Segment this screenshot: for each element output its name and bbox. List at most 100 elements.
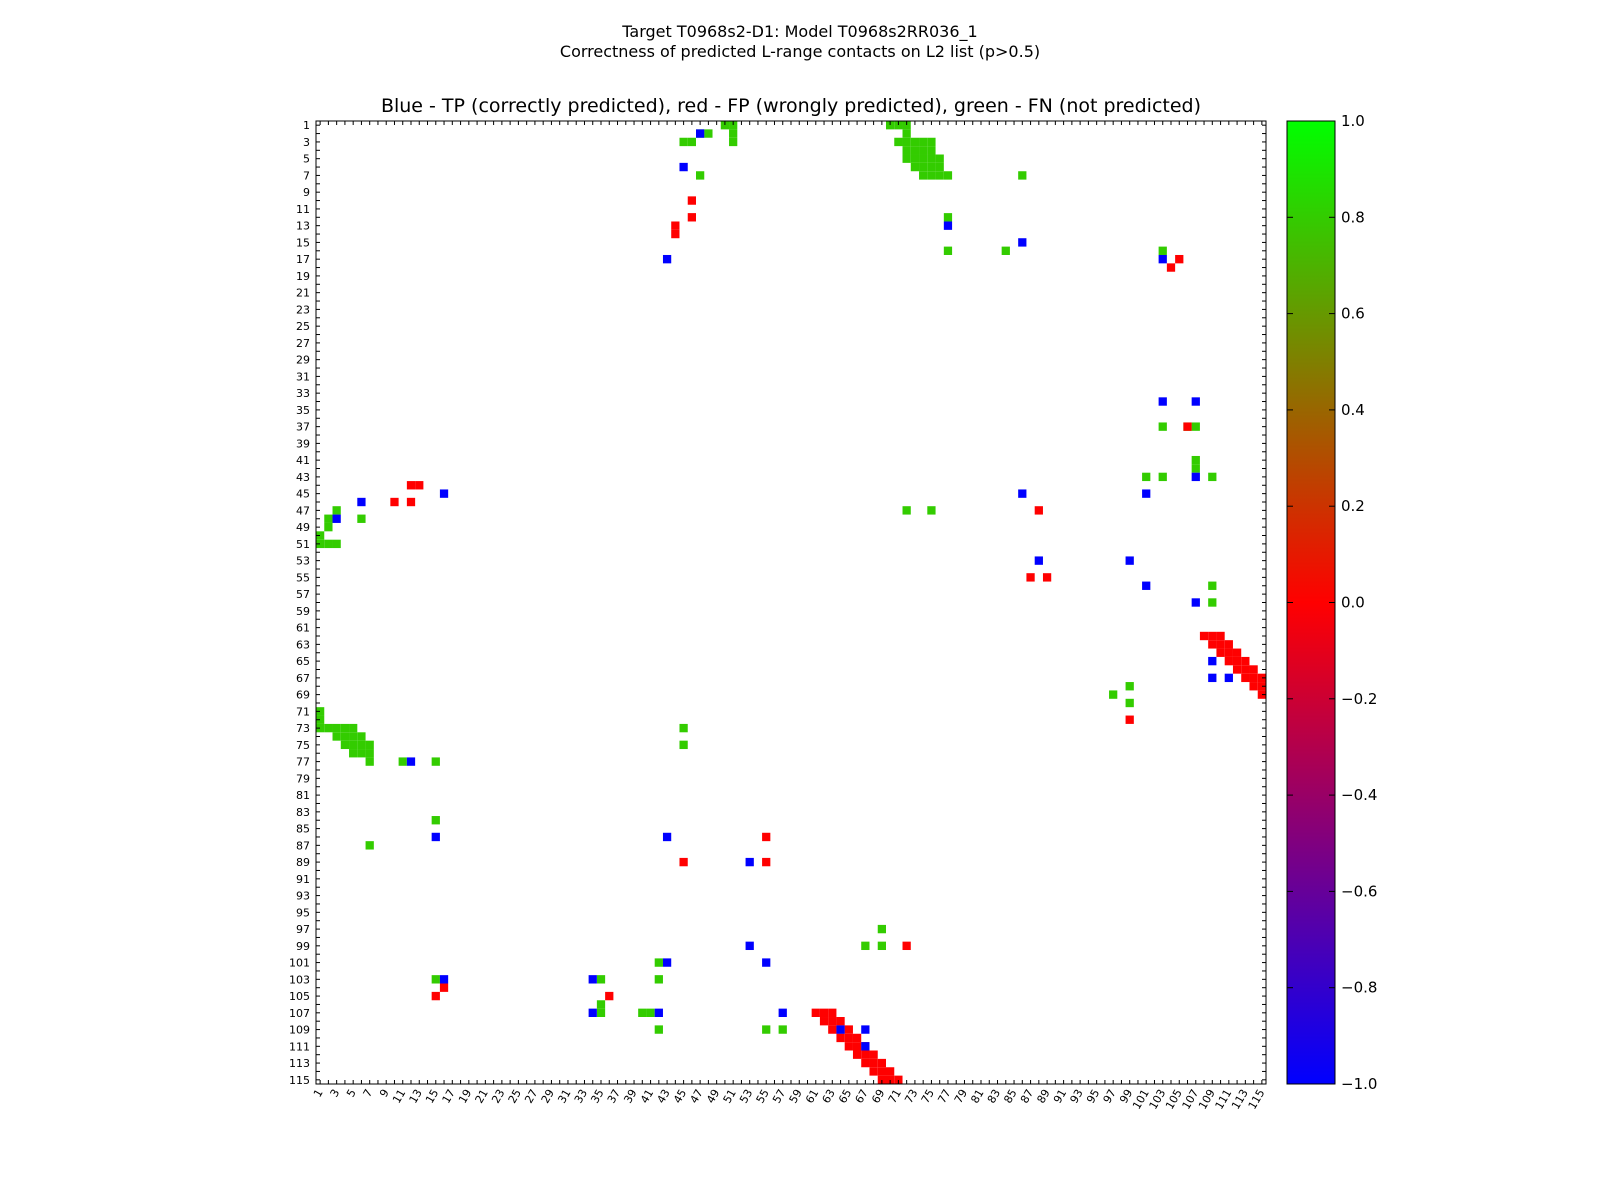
y-tick-label: 91 [296,873,310,886]
x-tick-label: 55 [754,1087,772,1106]
contact-cell-fp [1026,573,1035,582]
contact-cell-fn [778,1025,787,1034]
contact-cell-tp [1018,489,1027,498]
contact-cell-tp [588,975,597,984]
x-tick-label: 77 [935,1087,953,1106]
x-tick-label: 111 [1213,1087,1235,1112]
y-tick-label: 87 [296,839,310,852]
contact-cell-fn [332,732,341,741]
contact-cell-fn [596,975,606,984]
x-tick-label: 73 [902,1087,920,1106]
contact-cell-fp [1257,673,1266,683]
contact-cell-fn [365,841,374,850]
contact-cell-fn [919,162,928,172]
x-tick-label: 57 [770,1087,788,1106]
contact-cell-tp [745,857,754,867]
contact-cell-tp [332,514,341,523]
contact-cell-fp [762,832,771,842]
chart-title-line-2: Correctness of predicted L-range contact… [559,42,1041,61]
x-tick-label: 43 [654,1087,672,1106]
contact-cell-fn [919,146,928,155]
contact-cell-fp [1232,648,1242,657]
contact-cell-tp [778,1008,787,1017]
y-tick-label: 109 [289,1024,310,1037]
x-tick-label: 33 [572,1087,590,1106]
contact-cell-fn [886,121,895,130]
contact-cell-fn [943,171,953,180]
contact-cell-tp [1224,673,1233,683]
x-tick-label: 47 [687,1087,705,1106]
y-tick-label: 49 [296,521,310,534]
contact-cell-fp [852,1050,862,1059]
colorbar-tick-label: −0.4 [1341,786,1377,804]
x-tick-label: 51 [721,1087,739,1106]
contact-cell-fn [919,137,928,147]
colorbar-tick-label: 0.6 [1341,305,1365,323]
x-tick-label: 115 [1246,1087,1268,1112]
contact-cell-fn [431,757,440,766]
contact-cell-fp [1175,254,1184,264]
contact-cell-fn [1208,598,1217,607]
colorbar-ticks: 1.0 0.8 0.6 0.4 0.2 0.0 −0.2 −0.4 −0.6 −0.8 −1.0 [1287,112,1377,1093]
contact-cell-fp [1224,648,1233,657]
x-tick-label: 71 [886,1087,904,1106]
y-tick-label: 79 [296,772,310,785]
contact-cell-fn [902,506,911,515]
contact-cell-fp [828,1008,837,1017]
y-tick-label: 89 [296,856,310,869]
colorbar-tick-label: 0.2 [1341,497,1365,515]
contact-cell-tp [406,757,416,766]
x-tick-label: 81 [968,1087,986,1106]
contact-cell-fp [852,1033,862,1043]
contact-cell-tp [943,221,953,230]
x-tick-label: 79 [952,1087,970,1106]
plot-frame [315,120,1267,1085]
x-tick-label: 45 [671,1087,689,1106]
contact-cell-fn [654,1025,663,1034]
contact-cell-fp [1216,631,1225,641]
x-tick-label: 3 [328,1087,343,1100]
y-tick-label: 3 [303,136,310,149]
contact-cell-fn [919,171,928,180]
y-tick-label: 11 [296,203,310,216]
x-tick-label: 89 [1034,1087,1052,1106]
contact-cell-fp [605,991,614,1001]
contact-cell-fn [431,975,440,984]
colorbar-tick-label: 0.8 [1341,208,1365,226]
contact-cell-fp [828,1025,837,1034]
contact-cell-fn [902,154,911,163]
contact-cell-fp [439,983,449,992]
x-tick-label: 91 [1051,1087,1069,1106]
contact-cell-fp [679,857,688,867]
contact-cell-fp [844,1042,853,1051]
contact-cell-fn [910,154,920,163]
contact-cell-fp [406,481,416,490]
y-tick-label: 43 [296,471,310,484]
y-tick-label: 37 [296,421,310,434]
contact-cell-tp [654,1008,663,1017]
contact-cell-fn [902,121,911,130]
contact-cell-fn [927,146,936,155]
x-tick-label: 27 [522,1087,540,1106]
y-tick-label: 77 [296,756,310,769]
contact-cell-fn [1191,455,1200,465]
contact-cell-tp [1158,254,1167,264]
contact-cell-fp [1042,573,1052,582]
contact-cell-fn [927,154,936,163]
x-tick-label: 21 [473,1087,491,1106]
x-tick-label: 29 [539,1087,557,1106]
contact-cell-fp [877,1075,886,1084]
x-tick-label: 41 [638,1087,656,1106]
colorbar-tick-label: −0.2 [1341,690,1377,708]
contact-cell-fn [431,816,440,825]
colorbar-tick-label: 0.4 [1341,401,1365,419]
contact-cell-fn [861,941,870,951]
contact-cell-fp [828,1017,837,1026]
y-tick-label: 101 [289,957,310,970]
y-tick-label: 15 [296,236,310,249]
contact-cell-fp [861,1058,870,1068]
contact-cell-fp [762,857,771,867]
contact-cell-fp [1241,665,1250,674]
contact-cell-tp [588,1008,597,1017]
y-tick-label: 5 [303,153,310,166]
